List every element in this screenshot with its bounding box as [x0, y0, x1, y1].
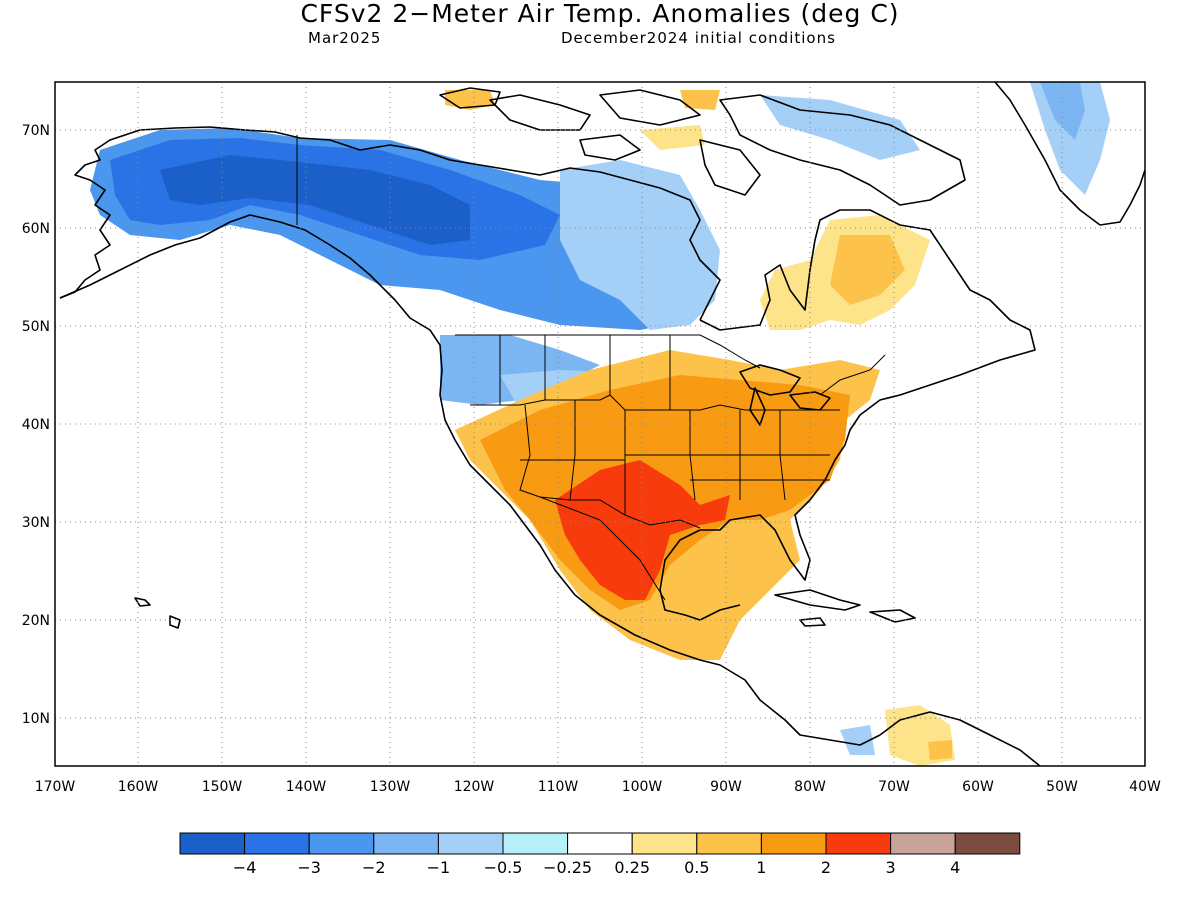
field-texas: [555, 460, 730, 600]
field-sa-spot: [928, 740, 952, 760]
field-pac-nw: [440, 335, 600, 405]
lat-label: 60N: [22, 221, 50, 237]
field-quebec-core: [830, 235, 905, 305]
colorbar-swatch: [760, 832, 827, 855]
map-frame: [54, 81, 1146, 767]
field-greenland-mid: [1040, 82, 1085, 140]
colorbar-swatch: [696, 832, 762, 855]
colorbar-label: 1: [756, 858, 766, 877]
lon-label: 160W: [118, 779, 159, 795]
colorbar: −4 −3 −2 −1 −0.5 −0.25 0.25 0.5 1 2 3 4: [179, 832, 1021, 877]
colorbar-swatch: [179, 832, 246, 855]
lon-label: 140W: [286, 779, 327, 795]
lat-label: 20N: [22, 613, 50, 629]
colorbar-label: −0.5: [484, 858, 523, 877]
lon-label: 100W: [622, 779, 663, 795]
colorbar-label: 3: [886, 858, 896, 877]
lon-label: 110W: [538, 779, 579, 795]
colorbar-label: 4: [950, 858, 960, 877]
lon-label: 40W: [1129, 779, 1161, 795]
colorbar-swatch: [502, 832, 569, 855]
field-hudson: [560, 160, 720, 330]
lat-label: 70N: [22, 123, 50, 139]
colorbar-swatch: [437, 832, 504, 855]
anomaly-fields: [90, 82, 1110, 766]
field-greenland: [1030, 82, 1110, 195]
colorbar-swatch: [244, 832, 310, 855]
field-arctic-islands: [760, 95, 920, 160]
colorbar-swatch: [890, 832, 956, 855]
colorbar-label: −2: [362, 858, 386, 877]
map-title: CFSv2 2−Meter Air Temp. Anomalies (deg C…: [300, 0, 900, 28]
field-arctic-warm-3: [680, 90, 720, 110]
lon-label: 80W: [794, 779, 826, 795]
initial-conditions: December2024 initial conditions: [561, 29, 836, 47]
colorbar-swatch: [954, 832, 1021, 855]
field-arctic-warm-1: [445, 90, 495, 110]
colorbar-label: 0.25: [614, 858, 650, 877]
latitude-labels: 70N 60N 50N 40N 30N 20N 10N: [22, 123, 50, 727]
field-arctic-warm-2: [640, 125, 705, 150]
colorbar-label: 0.5: [684, 858, 709, 877]
field-alaska-deep: [160, 155, 470, 245]
colorbar-label: −1: [427, 858, 451, 877]
graticule: [55, 82, 1145, 766]
lat-label: 40N: [22, 417, 50, 433]
lon-label: 150W: [202, 779, 243, 795]
valid-month: Mar2025: [308, 29, 382, 47]
lon-label: 70W: [878, 779, 910, 795]
lon-label: 90W: [710, 779, 742, 795]
colorbar-label: 2: [821, 858, 831, 877]
lon-label: 130W: [370, 779, 411, 795]
colorbar-swatch: [825, 832, 892, 855]
lon-label: 170W: [35, 779, 76, 795]
lat-label: 10N: [22, 711, 50, 727]
colorbar-swatch: [567, 832, 633, 855]
field-cam-cool: [840, 725, 875, 755]
lon-label: 60W: [962, 779, 994, 795]
colorbar-label: −0.25: [543, 858, 592, 877]
lat-label: 50N: [22, 319, 50, 335]
lon-label: 120W: [454, 779, 495, 795]
colorbar-label: −3: [297, 858, 321, 877]
colorbar-swatch: [308, 832, 375, 855]
lat-label: 30N: [22, 515, 50, 531]
lon-label: 50W: [1046, 779, 1078, 795]
colorbar-swatch: [631, 832, 698, 855]
longitude-labels: 170W 160W 150W 140W 130W 120W 110W 100W 90W 80W 70…: [35, 779, 1161, 795]
colorbar-swatch: [373, 832, 439, 855]
colorbar-label: −4: [233, 858, 257, 877]
